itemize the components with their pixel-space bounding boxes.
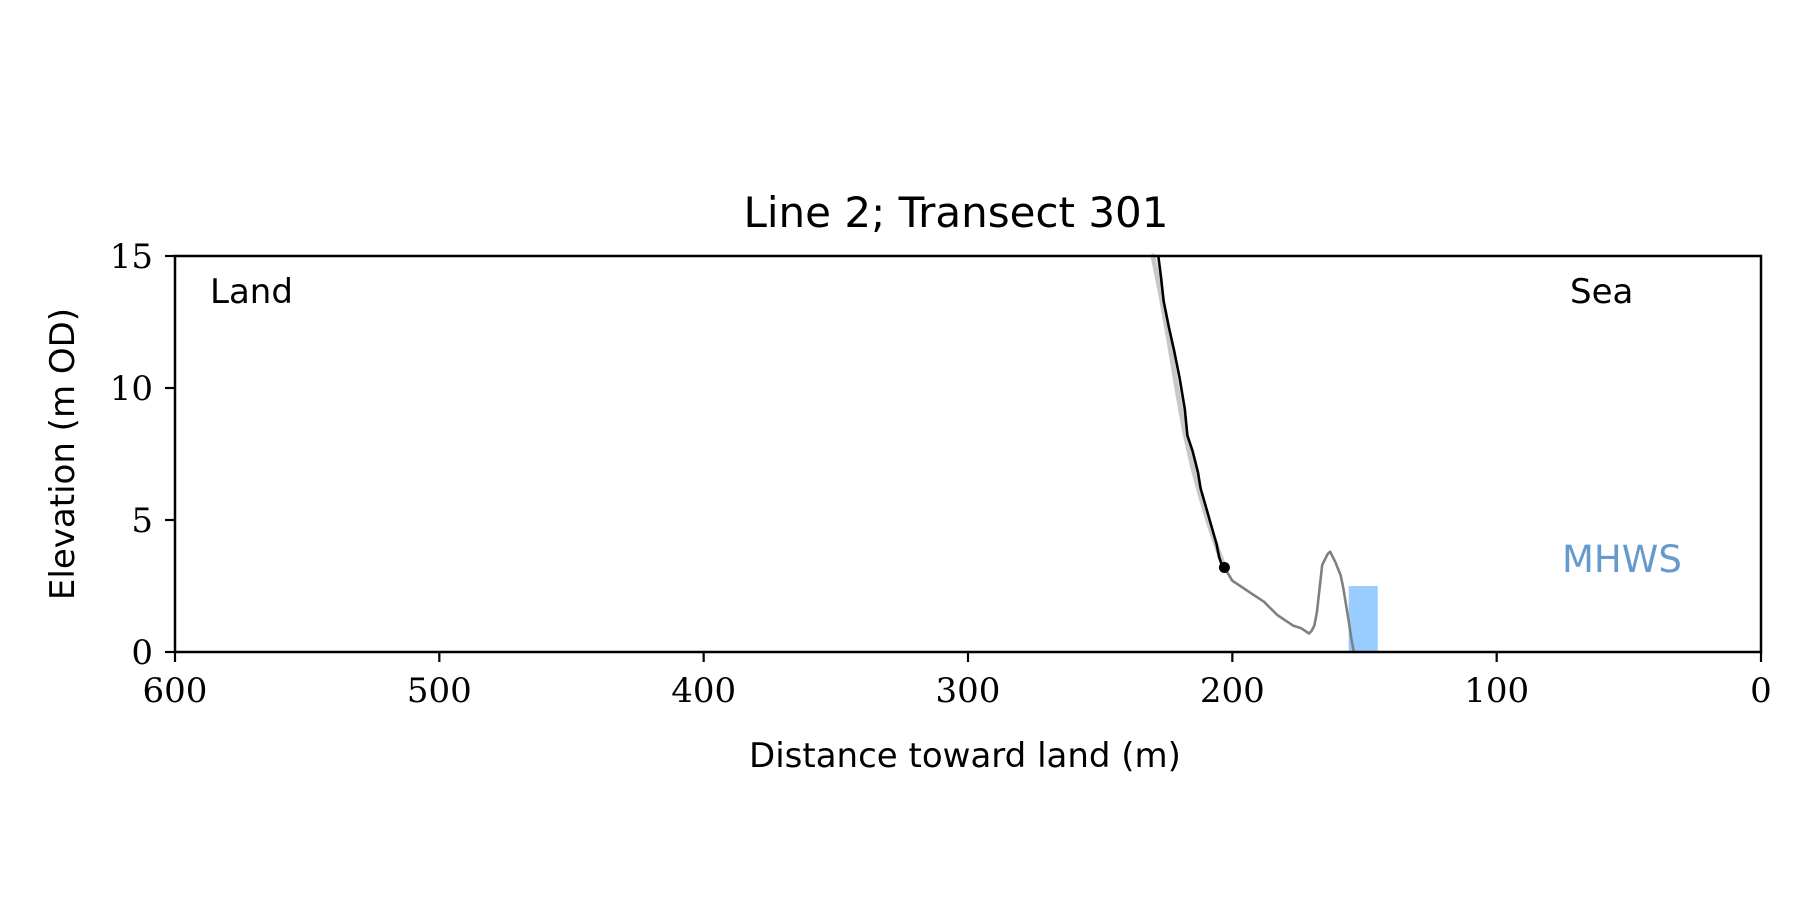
sea-annotation: Sea [1570, 272, 1633, 312]
beach-profile-line [1223, 550, 1356, 654]
land-annotation: Land [210, 272, 293, 312]
y-axis-label: Elevation (m OD) [43, 308, 83, 600]
x-tick-label: 0 [1750, 671, 1772, 711]
x-tick-label: 200 [1200, 671, 1265, 711]
x-tick-label: 100 [1464, 671, 1529, 711]
x-axis: 600 500 400 300 200 100 0 [143, 652, 1772, 711]
plot-area [1150, 253, 1378, 654]
x-axis-label: Distance toward land (m) [749, 736, 1181, 776]
cliff-profile-line [1157, 254, 1226, 569]
mhws-label: MHWS [1562, 538, 1682, 581]
y-tick-label: 0 [131, 633, 153, 673]
y-tick-label: 15 [110, 237, 153, 277]
y-axis: 0 5 10 15 [110, 237, 175, 673]
cliff-toe-marker [1218, 562, 1230, 574]
x-tick-label: 500 [407, 671, 472, 711]
y-tick-label: 5 [131, 501, 153, 541]
y-tick-label: 10 [110, 369, 153, 409]
x-tick-label: 300 [936, 671, 1001, 711]
plot-frame [173, 254, 1763, 654]
chart-title: Line 2; Transect 301 [743, 188, 1168, 237]
mhws-band [1348, 586, 1378, 652]
x-tick-label: 600 [143, 671, 208, 711]
x-tick-label: 400 [671, 671, 736, 711]
